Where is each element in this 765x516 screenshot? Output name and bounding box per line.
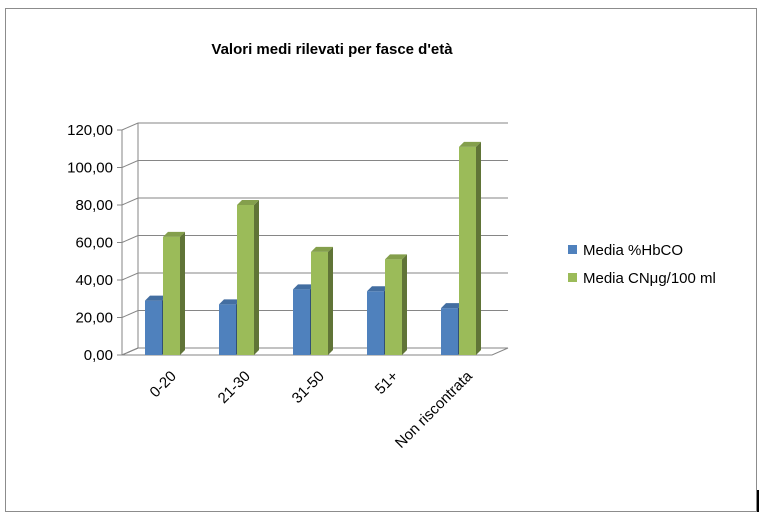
gridline [121,235,508,243]
x-tick-label: 21-30 [215,368,254,407]
y-tick-label: 0,00 [84,347,113,364]
y-tick-label: 20,00 [75,310,113,327]
legend-label-hbco: Media %HbCO [583,242,684,259]
y-tick-label: 40,00 [75,272,113,289]
x-tick-label: 0-20 [147,368,180,401]
x-tick-label: Non riscontrata [392,367,476,451]
plot-area: 0,00 20,00 40,00 60,00 80,00 100,00 120,00 0-20… [67,122,509,452]
bar-top [441,303,463,309]
bar-side [402,254,407,355]
bar-top [145,295,167,301]
legend-label-cn: Media CNμg/100 ml [583,270,716,287]
bar-front [219,304,236,355]
bar-side [254,200,259,355]
y-tick-label: 120,00 [67,122,113,139]
y-tick-label: 60,00 [75,235,113,252]
y-tick-label: 80,00 [75,197,113,214]
bar-top [367,286,389,292]
bar-front [311,251,328,355]
bar-top [311,246,333,252]
bar-top [219,299,241,305]
legend-swatch-hbco [568,245,577,254]
gridline [121,160,508,168]
chart-area: Valori medi rilevati per fasce d'età 0,0… [5,8,757,512]
bar-front [145,300,162,355]
edge-mark [757,490,759,512]
bar-front [441,308,458,355]
chart-title: Valori medi rilevati per fasce d'età [211,41,453,58]
bar-front [163,236,180,355]
bar-top [459,141,481,147]
bar-side [328,246,333,355]
bar-front [237,205,254,355]
bar-top [237,200,259,205]
bar-side [180,231,185,355]
gridline [121,272,508,281]
bar-side [476,141,481,355]
bar-front [459,146,476,355]
legend-swatch-cn [568,273,577,282]
bar-front [367,291,384,355]
x-tick-label: 51+ [372,368,402,398]
y-tick-label: 100,00 [67,160,113,177]
gridline [121,197,508,206]
gridline [121,122,508,131]
legend-item-hbco: Media %HbCO [568,242,683,259]
bar-front [385,259,402,355]
x-tick-label: 31-50 [289,368,328,407]
bar-front [293,289,310,355]
bar-top [385,254,407,260]
bar-top [163,231,185,237]
legend-item-cn: Media CNμg/100 ml [568,270,716,287]
bar-top [293,284,315,290]
